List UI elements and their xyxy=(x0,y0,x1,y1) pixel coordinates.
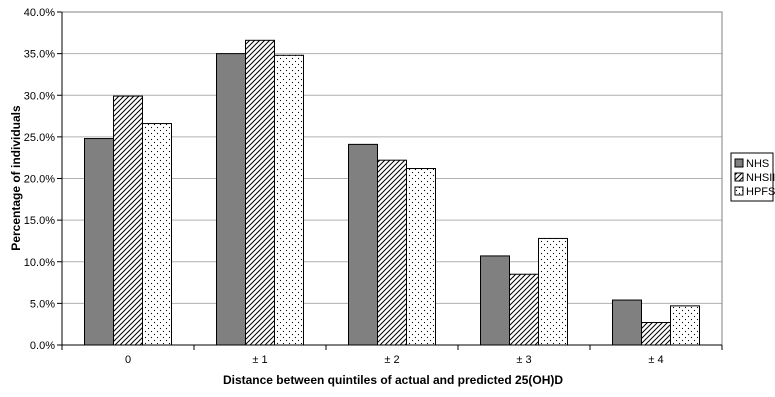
bar-nhs-4 xyxy=(612,299,642,346)
y-tick-label: 40.0% xyxy=(24,7,55,19)
x-tick-labels: 0 ± 1 ± 2 ± 3 ± 4 xyxy=(125,354,664,366)
y-tick-label: 5.0% xyxy=(30,298,55,310)
x-tick-label: ± 2 xyxy=(384,354,399,366)
y-tick-label: 25.0% xyxy=(24,132,55,144)
legend: NHS NHSII HPFS xyxy=(730,152,775,202)
bar-hpfs-1 xyxy=(274,54,304,346)
y-tick-label: 10.0% xyxy=(24,257,55,269)
bar-hpfs-0 xyxy=(142,123,172,346)
x-tick-label: ± 4 xyxy=(648,354,663,366)
y-tick-label: 15.0% xyxy=(24,215,55,227)
x-tick-label: 0 xyxy=(125,354,131,366)
y-tick-label: 0.0% xyxy=(30,340,55,352)
bar-hpfs-4 xyxy=(670,305,700,346)
axes xyxy=(61,11,723,350)
x-tick-label: ± 1 xyxy=(252,354,267,366)
bar-nhsii-2 xyxy=(377,159,407,346)
bar-nhsii-1 xyxy=(245,39,275,346)
y-tick-label: 20.0% xyxy=(24,174,55,186)
legend-label-nhsii: NHSII xyxy=(746,172,775,184)
bar-nhs-3 xyxy=(480,255,510,346)
bar-nhsii-4 xyxy=(641,322,671,346)
legend-label-hpfs: HPFS xyxy=(746,186,775,198)
x-tick-label: ± 3 xyxy=(516,354,531,366)
bar-nhs-0 xyxy=(84,138,114,346)
y-axis-title: Percentage of individuals xyxy=(9,105,23,251)
legend-swatch-nhsii xyxy=(734,172,744,182)
plot-area: 0.0% 5.0% 10.0% 15.0% 20.0% 25.0% 30.0% 35.0% 40… xyxy=(24,7,723,366)
bar-hpfs-2 xyxy=(406,168,436,346)
y-tick-label: 35.0% xyxy=(24,49,55,61)
bars xyxy=(84,39,700,346)
legend-swatch-nhs xyxy=(734,158,744,168)
bar-nhs-1 xyxy=(216,53,246,346)
legend-swatch-hpfs xyxy=(734,186,744,196)
y-tick-labels: 0.0% 5.0% 10.0% 15.0% 20.0% 25.0% 30.0% 35.0% 40… xyxy=(24,7,55,352)
y-tick-label: 30.0% xyxy=(24,90,55,102)
bar-nhsii-3 xyxy=(509,273,539,346)
bar-nhsii-0 xyxy=(113,95,143,346)
legend-label-nhs: NHS xyxy=(746,158,769,170)
x-axis-title: Distance between quintiles of actual and… xyxy=(223,373,563,387)
bar-hpfs-3 xyxy=(538,237,568,346)
bar-nhs-2 xyxy=(348,143,378,346)
